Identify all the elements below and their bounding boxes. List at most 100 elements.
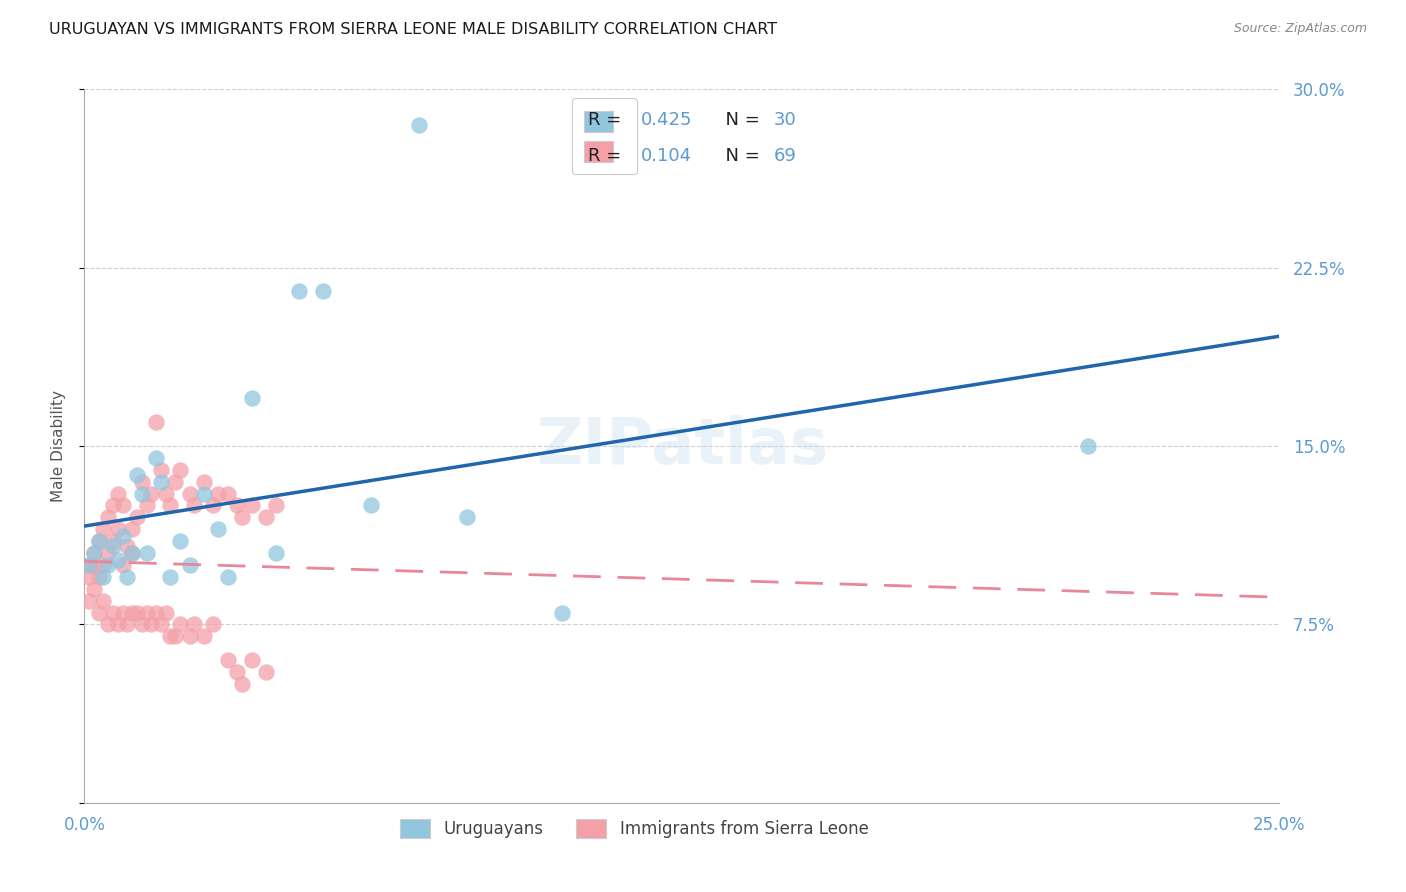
Point — [240, 392, 263, 406]
Text: N =: N = — [714, 111, 765, 129]
Text: R =: R = — [588, 111, 627, 129]
Point — [155, 606, 177, 620]
Point — [169, 617, 191, 632]
Point — [264, 499, 287, 513]
Point — [117, 570, 139, 584]
Point — [107, 553, 129, 567]
Point — [155, 486, 177, 500]
Point — [107, 522, 129, 536]
Point — [264, 546, 287, 560]
Point — [179, 629, 201, 643]
Point — [149, 475, 172, 489]
Point — [254, 665, 277, 679]
Point — [231, 510, 253, 524]
Point — [179, 486, 201, 500]
Point — [1077, 439, 1099, 453]
Point — [83, 558, 105, 572]
Point — [101, 606, 124, 620]
Point — [141, 486, 163, 500]
Text: 30: 30 — [773, 111, 796, 129]
Point — [312, 285, 335, 299]
Point — [135, 499, 157, 513]
Point — [97, 558, 120, 572]
Point — [101, 499, 124, 513]
Point — [93, 593, 115, 607]
Point — [145, 606, 167, 620]
Point — [165, 629, 187, 643]
Point — [121, 606, 143, 620]
Point — [83, 546, 105, 560]
Point — [93, 522, 115, 536]
Point — [240, 653, 263, 667]
Point — [77, 558, 100, 572]
Point — [111, 529, 134, 543]
Point — [83, 546, 105, 560]
Point — [121, 522, 143, 536]
Point — [408, 118, 430, 132]
Point — [117, 539, 139, 553]
Point — [145, 450, 167, 465]
Text: Source: ZipAtlas.com: Source: ZipAtlas.com — [1233, 22, 1367, 36]
Point — [149, 463, 172, 477]
Point — [87, 606, 110, 620]
Point — [183, 499, 205, 513]
Point — [125, 510, 148, 524]
Point — [254, 510, 277, 524]
Point — [193, 475, 215, 489]
Point — [202, 617, 225, 632]
Y-axis label: Male Disability: Male Disability — [51, 390, 66, 502]
Point — [101, 539, 124, 553]
Text: R =: R = — [588, 147, 627, 165]
Point — [193, 629, 215, 643]
Point — [125, 606, 148, 620]
Point — [135, 546, 157, 560]
Point — [217, 486, 239, 500]
Point — [159, 629, 181, 643]
Point — [141, 617, 163, 632]
Point — [77, 570, 100, 584]
Point — [165, 475, 187, 489]
Point — [131, 486, 153, 500]
Point — [183, 617, 205, 632]
Point — [226, 665, 249, 679]
Point — [135, 606, 157, 620]
Point — [121, 546, 143, 560]
Point — [101, 534, 124, 549]
Point — [169, 463, 191, 477]
Point — [97, 510, 120, 524]
Text: 0.104: 0.104 — [641, 147, 692, 165]
Point — [77, 593, 100, 607]
Text: URUGUAYAN VS IMMIGRANTS FROM SIERRA LEONE MALE DISABILITY CORRELATION CHART: URUGUAYAN VS IMMIGRANTS FROM SIERRA LEON… — [49, 22, 778, 37]
Point — [111, 558, 134, 572]
Point — [226, 499, 249, 513]
Point — [97, 617, 120, 632]
Point — [131, 617, 153, 632]
Point — [217, 653, 239, 667]
Point — [159, 499, 181, 513]
Point — [77, 558, 100, 572]
Point — [159, 570, 181, 584]
Text: 0.425: 0.425 — [641, 111, 692, 129]
Point — [87, 570, 110, 584]
Point — [456, 510, 478, 524]
Point — [93, 570, 115, 584]
Point — [193, 486, 215, 500]
Point — [207, 522, 229, 536]
Point — [121, 546, 143, 560]
Text: N =: N = — [714, 147, 765, 165]
Point — [217, 570, 239, 584]
Point — [111, 606, 134, 620]
Point — [240, 499, 263, 513]
Point — [207, 486, 229, 500]
Point — [97, 546, 120, 560]
Legend: Uruguayans, Immigrants from Sierra Leone: Uruguayans, Immigrants from Sierra Leone — [394, 812, 875, 845]
Point — [107, 617, 129, 632]
Text: 69: 69 — [773, 147, 796, 165]
Point — [93, 558, 115, 572]
Point — [288, 285, 311, 299]
Point — [179, 558, 201, 572]
Point — [111, 499, 134, 513]
Point — [131, 475, 153, 489]
Point — [360, 499, 382, 513]
Point — [145, 415, 167, 429]
